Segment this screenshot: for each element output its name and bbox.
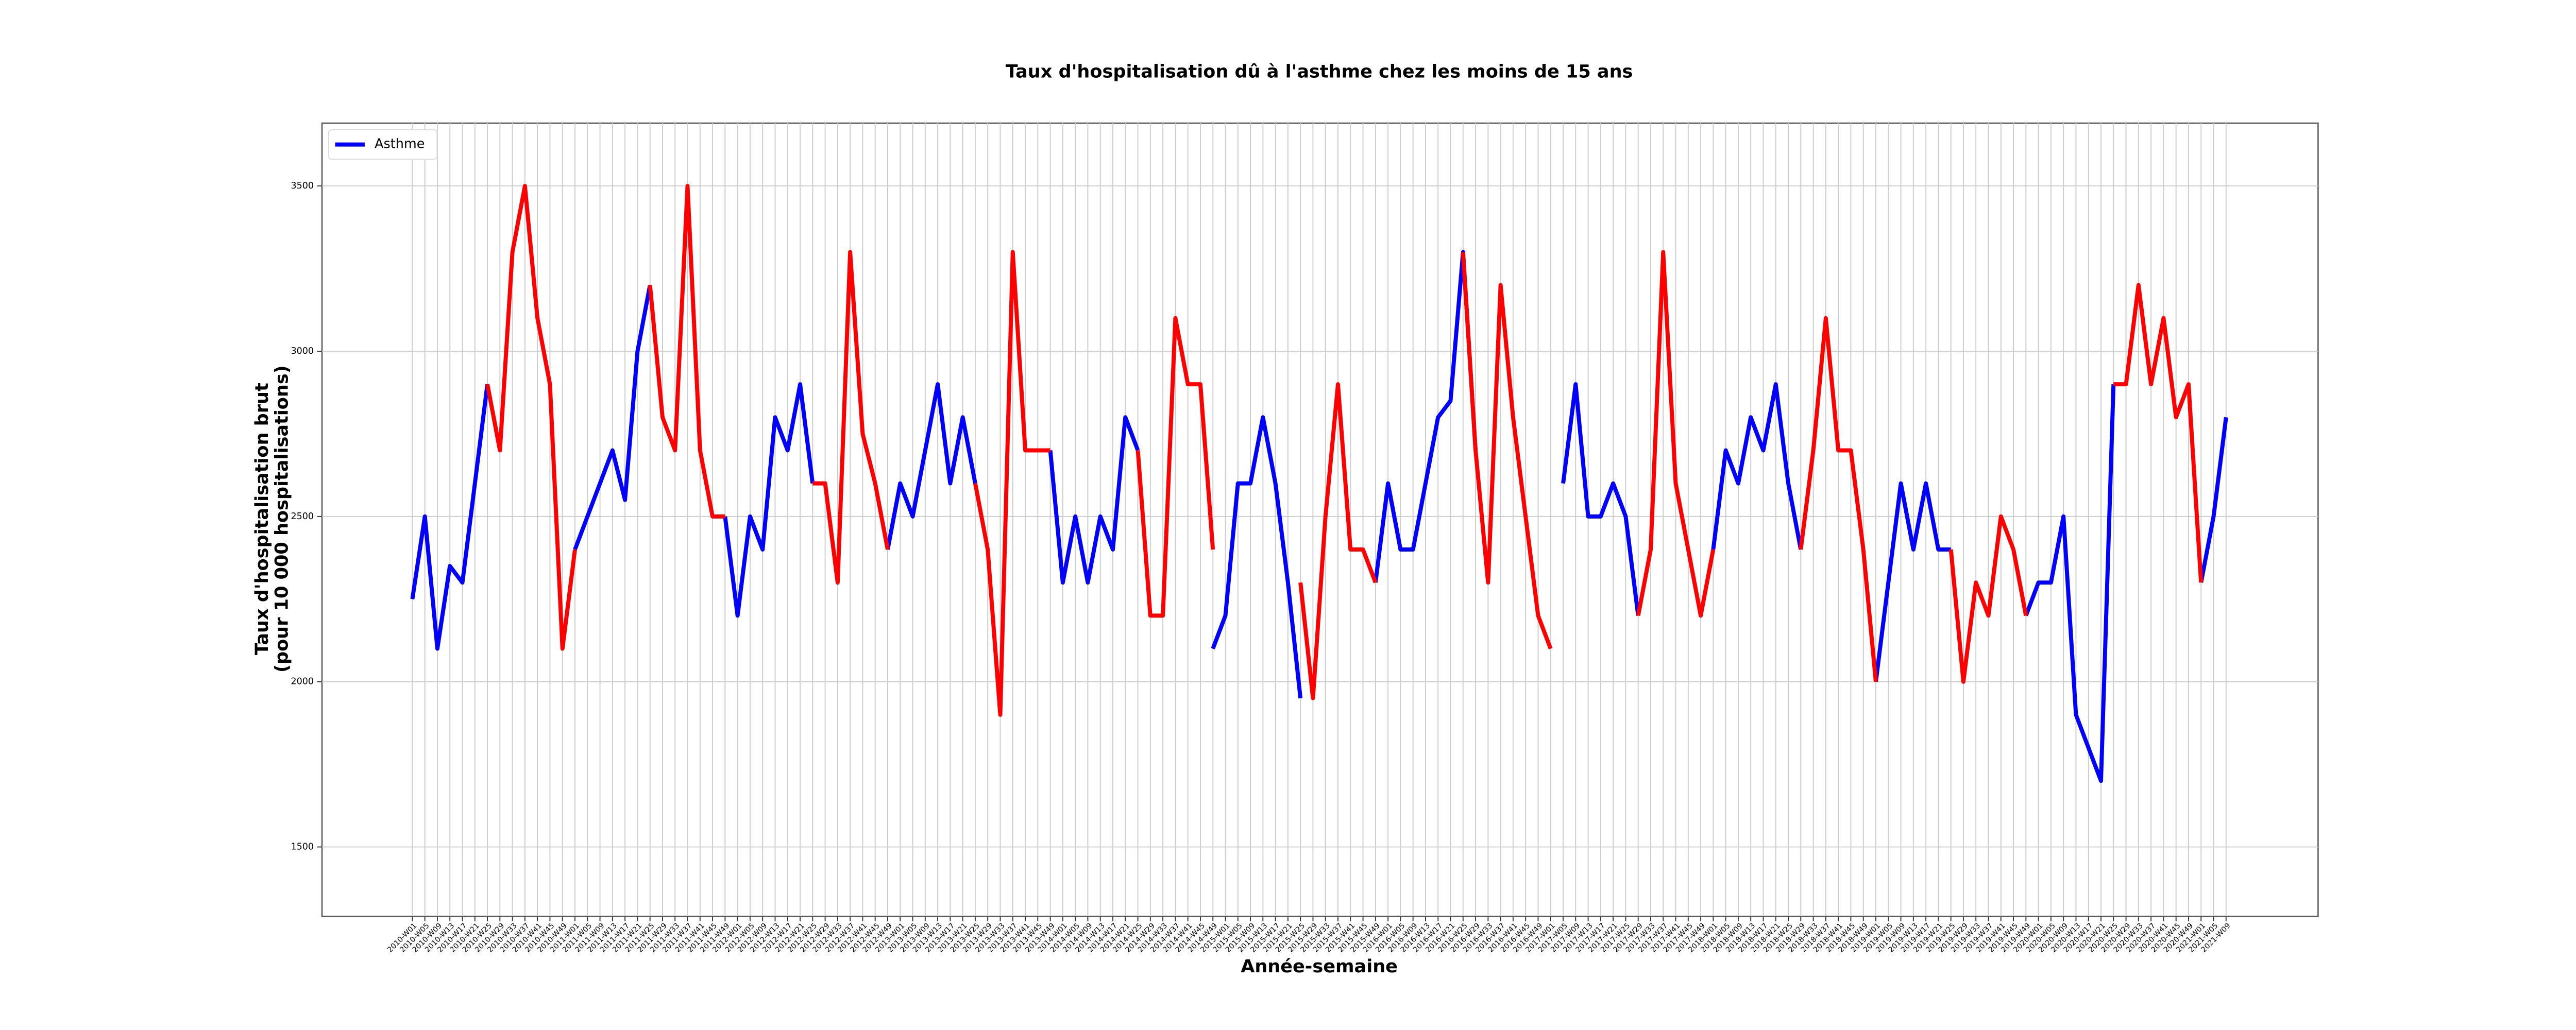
- y-tick-label: 1500: [291, 842, 314, 852]
- plot-area: [321, 122, 2319, 917]
- legend-box: [328, 129, 438, 160]
- legend: Asthme: [328, 129, 438, 160]
- y-tick-label: 3000: [291, 346, 314, 356]
- data-line: [410, 250, 2228, 783]
- y-axis-label: (pour 10 000 hospitalisations): [271, 365, 292, 673]
- y-tick-label: 2500: [291, 511, 314, 522]
- legend-label: Asthme: [375, 136, 425, 152]
- data-line: [485, 184, 2204, 717]
- chart-title: Taux d'hospitalisation dû à l'asthme che…: [1006, 61, 1633, 82]
- y-tick-label: 2000: [291, 677, 314, 687]
- y-axis-label: Taux d'hospitalisation brut: [251, 383, 273, 655]
- y-tick-label: 3500: [291, 181, 314, 191]
- x-axis-label: Année-semaine: [1241, 956, 1398, 977]
